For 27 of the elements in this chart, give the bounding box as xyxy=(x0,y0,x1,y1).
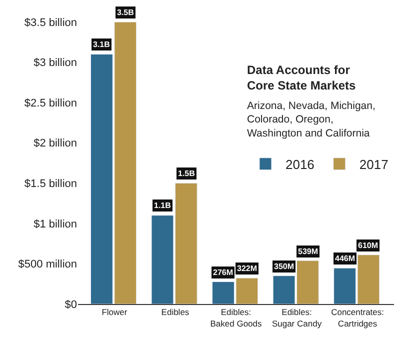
y-tick-label: $1.5 billion xyxy=(24,178,77,190)
data-label: 1.5B xyxy=(178,169,196,178)
y-tick-label: $3 billion xyxy=(34,57,77,70)
data-label: 350M xyxy=(274,262,294,271)
x-tick-label: Edibles xyxy=(161,307,190,318)
data-label: 539M xyxy=(298,247,318,256)
annotation: Data Accounts for Core State Markets xyxy=(247,63,356,93)
legend-label: 2016 xyxy=(285,156,314,172)
x-tick-label: Edibles: Baked Goods xyxy=(210,307,262,328)
data-label: 3.5B xyxy=(117,8,134,17)
y-tick-label: $2 billion xyxy=(34,138,77,150)
y-tick-label: $3.5 billion xyxy=(24,16,77,29)
y-tick-label: $500 million xyxy=(18,258,77,271)
data-label: 3.1B xyxy=(93,40,110,49)
y-tick-label: $0 xyxy=(64,298,77,311)
data-label: 610M xyxy=(358,241,378,250)
x-tick-label: Edibles: Sugar Candy xyxy=(272,307,322,328)
data-label: 1.1B xyxy=(154,201,172,210)
y-tick-label: $2.5 billion xyxy=(24,97,77,110)
x-tick-label: Concentrates: Cartridges xyxy=(331,307,384,328)
annotation: Arizona, Nevada, Michigan, Colorado, Oregon, Washington and California xyxy=(247,100,376,140)
data-label: 446M xyxy=(335,254,356,263)
data-label: 276M xyxy=(213,268,234,277)
y-tick-label: $1 billion xyxy=(34,218,77,230)
data-label: 322M xyxy=(237,264,258,273)
legend-label: 2017 xyxy=(359,156,388,172)
x-tick-label: Flower xyxy=(102,307,128,318)
